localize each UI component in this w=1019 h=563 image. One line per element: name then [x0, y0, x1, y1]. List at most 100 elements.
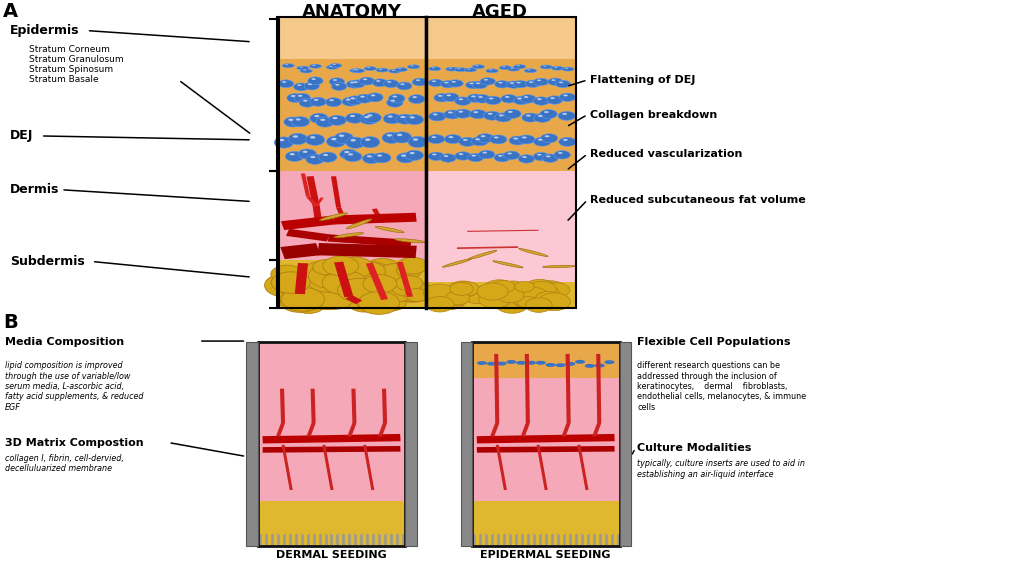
FancyArrow shape	[561, 423, 570, 437]
Ellipse shape	[343, 151, 362, 162]
Ellipse shape	[522, 113, 539, 122]
Ellipse shape	[447, 80, 463, 87]
Ellipse shape	[518, 155, 534, 163]
Circle shape	[358, 292, 399, 314]
Ellipse shape	[541, 154, 557, 162]
Ellipse shape	[400, 155, 406, 157]
Ellipse shape	[391, 70, 394, 71]
Text: lipid composition is improved
through the use of variable/low
serum media, L-asc: lipid composition is improved through th…	[5, 361, 144, 412]
Ellipse shape	[323, 154, 328, 156]
Ellipse shape	[297, 66, 309, 70]
Ellipse shape	[326, 65, 338, 69]
Ellipse shape	[316, 117, 334, 127]
Ellipse shape	[396, 133, 401, 136]
Text: AGED: AGED	[472, 3, 527, 21]
Ellipse shape	[543, 111, 548, 113]
Ellipse shape	[536, 79, 541, 81]
Circle shape	[403, 284, 430, 299]
Text: Stratum Corneum: Stratum Corneum	[29, 45, 109, 54]
Bar	[277, 59, 426, 171]
Ellipse shape	[603, 360, 613, 364]
FancyArrow shape	[345, 295, 362, 304]
Text: DERMAL SEEDING: DERMAL SEEDING	[276, 549, 386, 560]
Ellipse shape	[562, 139, 568, 141]
Ellipse shape	[303, 100, 308, 102]
Ellipse shape	[537, 115, 542, 117]
Ellipse shape	[558, 137, 576, 146]
Ellipse shape	[504, 96, 508, 98]
Ellipse shape	[474, 95, 490, 103]
Ellipse shape	[469, 110, 486, 119]
Bar	[277, 16, 426, 308]
Ellipse shape	[535, 361, 545, 365]
Ellipse shape	[347, 153, 353, 155]
Ellipse shape	[329, 99, 333, 101]
Ellipse shape	[350, 69, 362, 73]
Ellipse shape	[466, 82, 481, 89]
Ellipse shape	[362, 154, 380, 164]
Ellipse shape	[311, 78, 316, 80]
Ellipse shape	[284, 64, 288, 65]
Ellipse shape	[331, 83, 346, 91]
Bar	[620, 342, 631, 546]
Ellipse shape	[331, 138, 336, 140]
Ellipse shape	[325, 98, 341, 106]
Ellipse shape	[475, 138, 480, 140]
Ellipse shape	[454, 152, 471, 160]
Ellipse shape	[475, 65, 478, 66]
FancyArrow shape	[280, 243, 320, 259]
FancyArrow shape	[495, 445, 506, 490]
Ellipse shape	[399, 116, 405, 118]
Ellipse shape	[413, 138, 418, 141]
Ellipse shape	[320, 119, 325, 121]
Ellipse shape	[454, 97, 471, 105]
Ellipse shape	[412, 78, 427, 86]
Ellipse shape	[432, 114, 437, 115]
Circle shape	[525, 298, 551, 312]
Ellipse shape	[439, 154, 455, 162]
Ellipse shape	[291, 117, 310, 127]
Ellipse shape	[433, 93, 449, 102]
FancyArrow shape	[336, 207, 345, 219]
Ellipse shape	[478, 150, 494, 159]
Ellipse shape	[459, 99, 463, 100]
Circle shape	[462, 285, 485, 298]
Ellipse shape	[416, 79, 420, 81]
FancyArrow shape	[280, 216, 335, 230]
Ellipse shape	[364, 66, 376, 70]
Text: Culture Modalities: Culture Modalities	[637, 443, 751, 453]
Ellipse shape	[459, 137, 476, 146]
Text: DEJ: DEJ	[10, 129, 34, 142]
Ellipse shape	[506, 153, 512, 154]
Ellipse shape	[405, 115, 423, 124]
Ellipse shape	[542, 265, 575, 268]
Circle shape	[347, 294, 381, 312]
Ellipse shape	[427, 135, 444, 144]
FancyArrow shape	[307, 176, 319, 206]
Ellipse shape	[525, 80, 540, 87]
Ellipse shape	[431, 136, 436, 138]
Ellipse shape	[355, 69, 359, 70]
Ellipse shape	[299, 98, 315, 107]
Ellipse shape	[290, 95, 296, 97]
FancyArrow shape	[476, 434, 614, 444]
Ellipse shape	[367, 155, 372, 158]
Circle shape	[371, 296, 393, 309]
FancyArrow shape	[315, 197, 323, 206]
Ellipse shape	[501, 66, 505, 67]
Circle shape	[367, 258, 398, 276]
Circle shape	[393, 282, 429, 301]
Ellipse shape	[392, 132, 412, 143]
Circle shape	[332, 275, 369, 295]
Ellipse shape	[432, 154, 436, 155]
Circle shape	[444, 291, 469, 305]
Bar	[257, 501, 406, 546]
Text: Stratum Granulosum: Stratum Granulosum	[29, 55, 123, 64]
Circle shape	[337, 279, 380, 302]
Ellipse shape	[372, 153, 390, 163]
Ellipse shape	[310, 97, 326, 106]
FancyArrow shape	[536, 445, 547, 490]
Ellipse shape	[352, 69, 364, 73]
FancyArrow shape	[317, 243, 417, 258]
Ellipse shape	[359, 77, 374, 85]
